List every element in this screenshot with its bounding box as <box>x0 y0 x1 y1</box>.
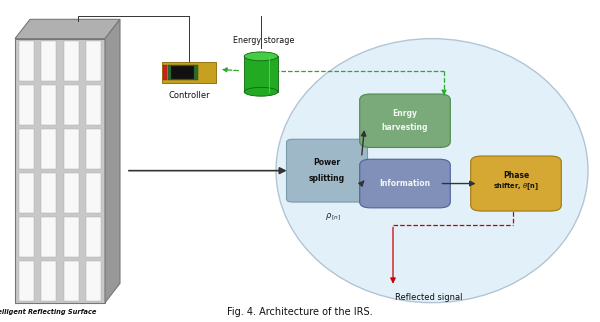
Bar <box>168 64 198 80</box>
Text: Information: Information <box>379 179 431 188</box>
Bar <box>64 217 79 257</box>
Bar <box>86 173 101 213</box>
Text: shifter, $\theta$[n]: shifter, $\theta$[n] <box>493 181 539 192</box>
Bar <box>86 41 101 81</box>
Polygon shape <box>15 39 105 303</box>
Bar <box>41 173 56 213</box>
Text: $\rho_{\,[n]}$: $\rho_{\,[n]}$ <box>325 212 341 223</box>
Ellipse shape <box>276 39 588 303</box>
Bar <box>162 62 216 83</box>
Bar <box>41 85 56 125</box>
Bar <box>64 260 79 301</box>
Bar <box>86 217 101 257</box>
Text: splitting: splitting <box>309 174 345 183</box>
Bar <box>171 66 194 79</box>
Bar <box>41 128 56 169</box>
Bar <box>64 173 79 213</box>
Text: Phase: Phase <box>503 171 529 180</box>
Bar <box>19 128 34 169</box>
Bar <box>19 260 34 301</box>
Bar <box>86 128 101 169</box>
FancyBboxPatch shape <box>471 156 562 211</box>
Bar <box>19 85 34 125</box>
Text: Power: Power <box>313 158 341 167</box>
Bar <box>41 217 56 257</box>
Bar <box>64 85 79 125</box>
Text: Controller: Controller <box>168 91 210 100</box>
FancyBboxPatch shape <box>287 139 367 202</box>
Bar <box>64 41 79 81</box>
Bar <box>41 41 56 81</box>
Text: Reflected signal: Reflected signal <box>395 293 463 302</box>
Text: Energy storage: Energy storage <box>233 36 295 45</box>
Text: harvesting: harvesting <box>382 123 428 132</box>
Bar <box>86 260 101 301</box>
Bar <box>41 260 56 301</box>
Bar <box>163 64 167 80</box>
Ellipse shape <box>244 52 278 61</box>
Ellipse shape <box>244 87 278 96</box>
Bar <box>244 56 278 92</box>
Text: Fig. 4. Architecture of the IRS.: Fig. 4. Architecture of the IRS. <box>227 307 373 317</box>
FancyBboxPatch shape <box>360 159 450 208</box>
FancyBboxPatch shape <box>360 94 450 147</box>
Bar <box>19 173 34 213</box>
Bar <box>19 217 34 257</box>
Bar <box>19 41 34 81</box>
Polygon shape <box>15 19 120 39</box>
Bar <box>64 128 79 169</box>
Polygon shape <box>105 19 120 303</box>
Text: Enrgy: Enrgy <box>392 109 418 118</box>
Text: Intelligent Reflecting Surface: Intelligent Reflecting Surface <box>0 309 97 315</box>
Bar <box>86 85 101 125</box>
